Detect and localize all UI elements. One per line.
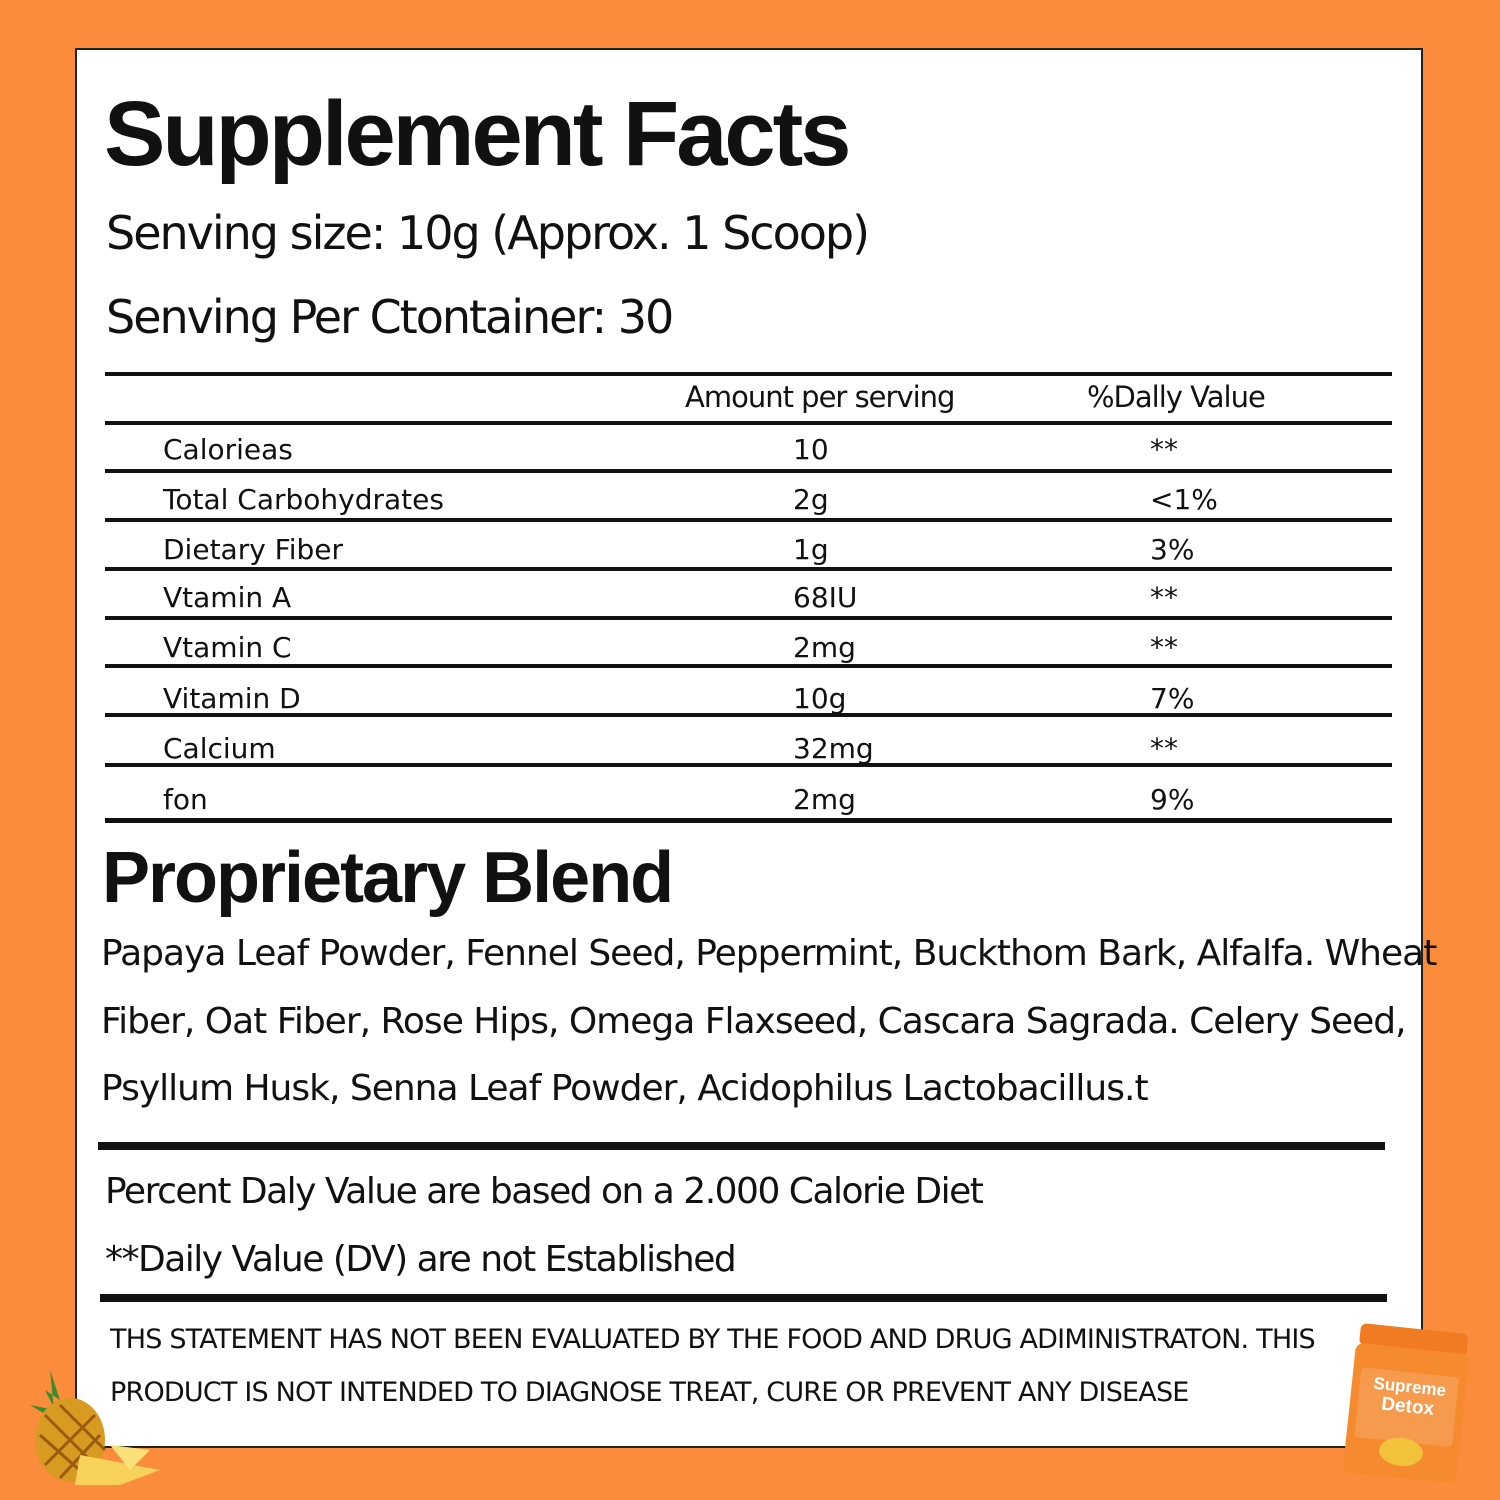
product-jar: Supreme Detox: [1343, 1323, 1469, 1483]
rule: [100, 1294, 1387, 1302]
nutrient-name: Vtamin C: [163, 631, 292, 664]
amount: 10: [793, 433, 829, 466]
daily-value: **: [1150, 433, 1178, 466]
amount: 10g: [793, 682, 847, 715]
daily-value: **: [1150, 581, 1178, 614]
rule: [105, 664, 1392, 668]
label-panel: [75, 48, 1423, 1448]
rule: [105, 818, 1392, 823]
rule: [105, 421, 1392, 425]
rule: [105, 616, 1392, 620]
column-header: %Dally Value: [1087, 380, 1266, 414]
disclaimer: PRODUCT IS NOT INTENDED TO DIAGNOSE TREA…: [110, 1377, 1189, 1408]
column-header: Amount per serving: [685, 380, 955, 414]
daily-value: **: [1150, 631, 1178, 664]
amount: 32mg: [793, 732, 874, 765]
rule: [105, 567, 1392, 571]
amount: 2mg: [793, 783, 856, 816]
ingredients-line: Papaya Leaf Powder, Fennel Seed, Pepperm…: [101, 933, 1437, 974]
ingredients-line: Psyllum Husk, Senna Leaf Powder, Acidoph…: [101, 1068, 1149, 1109]
rule: [98, 1142, 1385, 1150]
servings-per-container: Senving Per Ctontainer: 30: [106, 290, 674, 344]
rule: [105, 469, 1392, 473]
nutrient-name: Total Carbohydrates: [163, 483, 444, 516]
daily-value: 3%: [1150, 533, 1195, 566]
rule: [105, 763, 1392, 767]
amount: 1g: [793, 533, 829, 566]
daily-value: 9%: [1150, 783, 1195, 816]
blend-title: Proprietary Blend: [102, 838, 674, 918]
disclaimer: THS STATEMENT HAS NOT BEEN EVALUATED BY …: [110, 1324, 1316, 1355]
nutrient-name: Calorieas: [163, 433, 293, 466]
pineapple: [30, 1370, 160, 1485]
serving-size: Senving size: 10g (Approx. 1 Scoop): [106, 206, 870, 260]
nutrient-name: Calcium: [163, 732, 276, 765]
amount: 2g: [793, 483, 829, 516]
nutrient-name: Vtamin A: [163, 581, 292, 614]
daily-value: <1%: [1150, 483, 1218, 516]
rule: [105, 372, 1392, 376]
nutrient-name: Dietary Fiber: [163, 533, 344, 566]
rule: [105, 518, 1392, 522]
nutrient-name: fon: [163, 783, 208, 816]
title: Supplement Facts: [104, 83, 851, 185]
note: Percent Daly Value are based on a 2.000 …: [105, 1171, 984, 1212]
rule: [105, 713, 1392, 717]
nutrient-name: Vitamin D: [163, 682, 301, 715]
amount: 2mg: [793, 631, 856, 664]
ingredients-line: Fiber, Oat Fiber, Rose Hips, Omega Flaxs…: [101, 1001, 1407, 1042]
note: **Daily Value (DV) are not Established: [105, 1239, 737, 1280]
daily-value: **: [1150, 732, 1178, 765]
amount: 68IU: [793, 581, 858, 614]
daily-value: 7%: [1150, 682, 1195, 715]
